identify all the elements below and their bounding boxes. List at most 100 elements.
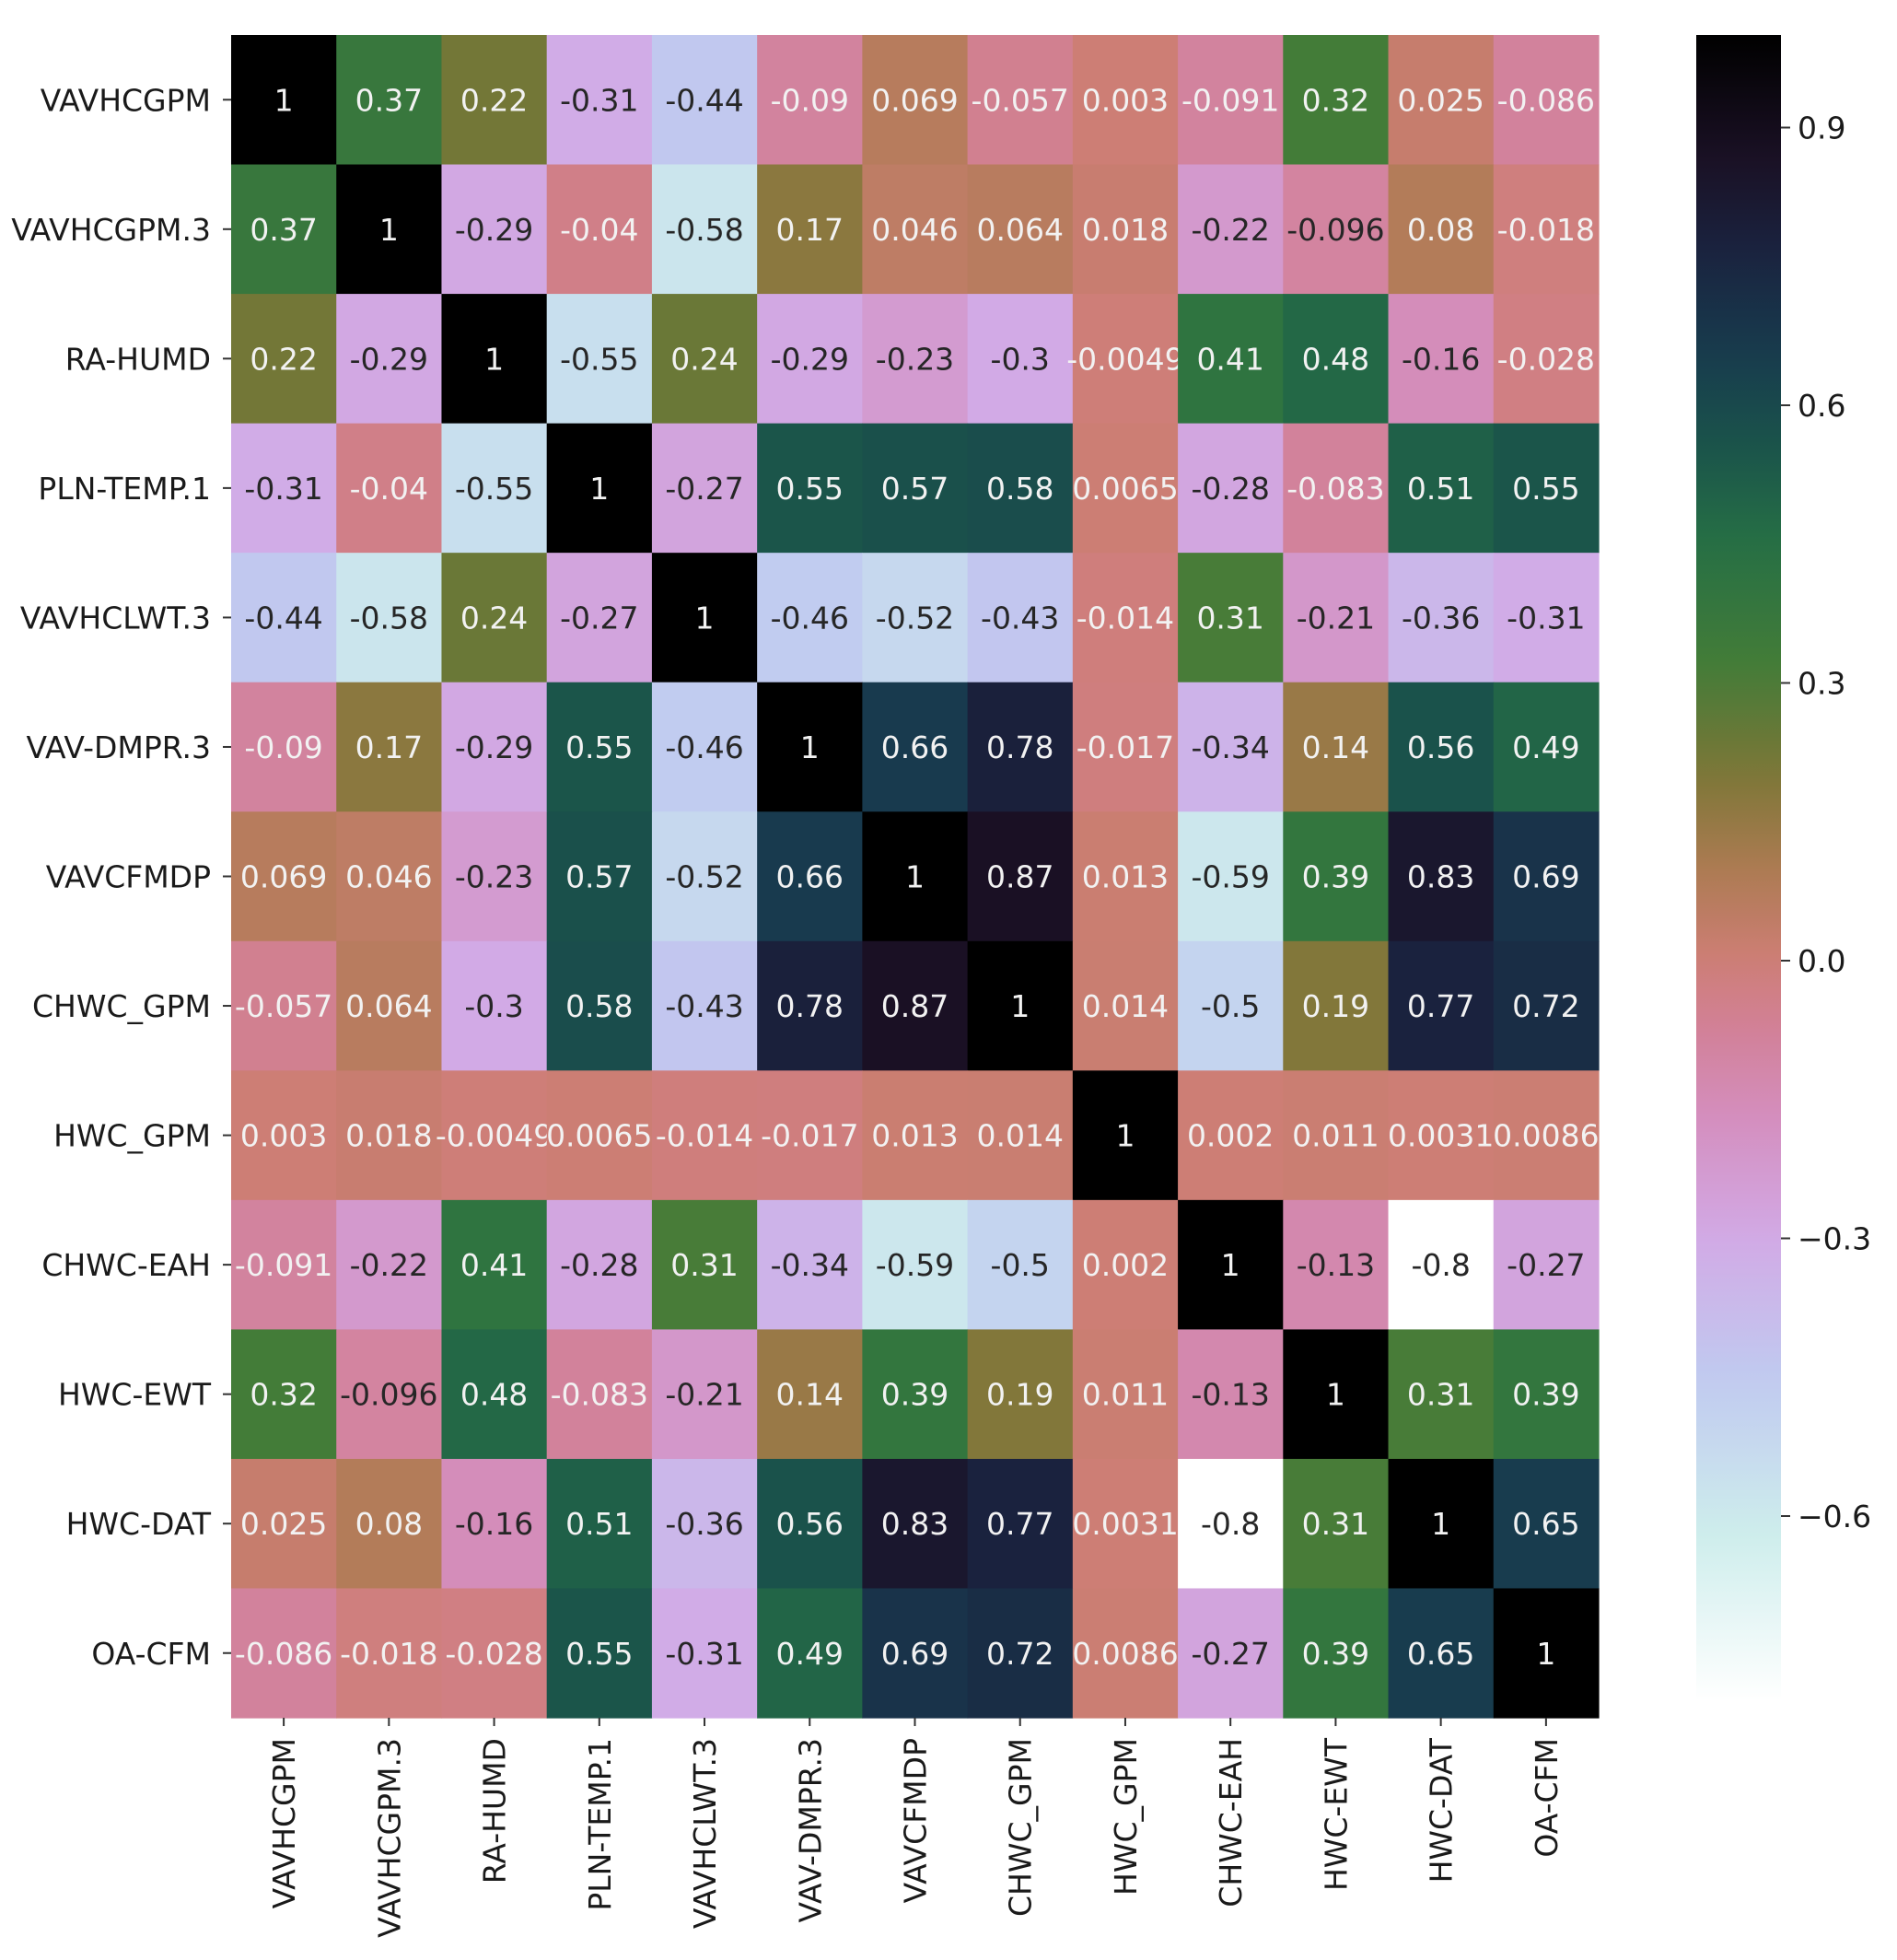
cell-value-label: 0.78 xyxy=(986,729,1053,765)
cell-value-label: -0.13 xyxy=(1191,1377,1269,1413)
heatmap-cell xyxy=(231,294,337,425)
cell-value-label: 0.65 xyxy=(1407,1636,1474,1672)
heatmap-cell xyxy=(757,940,863,1071)
heatmap-cell xyxy=(1388,940,1495,1071)
cell-value-label: -0.04 xyxy=(350,471,428,507)
cell-value-label: -0.09 xyxy=(771,82,849,118)
cell-value-label: -0.091 xyxy=(235,1247,332,1283)
cell-value-label: 0.069 xyxy=(240,859,327,895)
heatmap-cell xyxy=(862,553,969,683)
cell-value-label: 1 xyxy=(800,729,820,765)
heatmap-cell xyxy=(862,35,969,166)
heatmap-cell xyxy=(1072,811,1179,942)
cell-value-label: -0.22 xyxy=(350,1247,428,1283)
heatmap-cell xyxy=(1493,1070,1600,1201)
heatmap-cell xyxy=(546,1458,653,1590)
cell-value-label: -0.3 xyxy=(464,988,523,1024)
y-axis-label: HWC_GPM xyxy=(53,1118,211,1154)
heatmap-cell xyxy=(967,164,1074,295)
cell-value-label: -0.028 xyxy=(445,1636,542,1672)
heatmap-cell xyxy=(862,1458,969,1590)
cell-value-label: 0.39 xyxy=(1302,859,1369,895)
heatmap-cell xyxy=(1283,1588,1390,1719)
heatmap-cell xyxy=(336,940,443,1071)
cell-value-label: 0.025 xyxy=(240,1506,327,1542)
y-axis-label: PLN-TEMP.1 xyxy=(38,471,211,507)
y-axis-label: CHWC-EAH xyxy=(41,1247,211,1283)
cell-value-label: 0.011 xyxy=(1082,1377,1169,1413)
heatmap-cell xyxy=(1493,811,1600,942)
cell-value-label: -0.096 xyxy=(340,1377,437,1413)
cell-value-label: -0.36 xyxy=(665,1506,743,1542)
cell-value-label: 0.17 xyxy=(355,729,423,765)
heatmap-cell xyxy=(862,1070,969,1201)
cell-value-label: 0.72 xyxy=(1512,988,1579,1024)
heatmap-cell xyxy=(651,1458,758,1590)
cell-value-label: 0.17 xyxy=(776,212,844,248)
x-axis-label: HWC-EWT xyxy=(1318,1737,1354,1891)
heatmap-cell xyxy=(1178,553,1284,683)
cell-value-label: 0.0086 xyxy=(1493,1118,1599,1154)
x-axis-label: PLN-TEMP.1 xyxy=(582,1738,618,1911)
cell-value-label: -0.0049 xyxy=(1066,341,1183,377)
cell-value-label: -0.31 xyxy=(244,471,322,507)
colorbar-tick-label: 0.0 xyxy=(1798,943,1845,979)
heatmap-cell xyxy=(1072,1070,1179,1201)
cell-value-label: -0.13 xyxy=(1297,1247,1375,1283)
heatmap-cell xyxy=(1072,1329,1179,1460)
cell-value-label: 0.48 xyxy=(460,1377,528,1413)
heatmap-cell xyxy=(967,940,1074,1071)
heatmap-cell xyxy=(336,423,443,554)
cell-value-label: -0.014 xyxy=(656,1118,753,1154)
heatmap-cell xyxy=(1178,35,1284,166)
cell-value-label: 1 xyxy=(695,600,715,636)
cell-value-label: -0.43 xyxy=(665,988,743,1024)
heatmap-cell xyxy=(336,682,443,812)
heatmap-cell xyxy=(757,164,863,295)
cell-value-label: -0.44 xyxy=(665,82,743,118)
heatmap-cell xyxy=(757,1588,863,1719)
cell-value-label: -0.27 xyxy=(1191,1636,1269,1672)
heatmap-cell xyxy=(862,940,969,1071)
heatmap-cell xyxy=(441,164,548,295)
heatmap-cell xyxy=(862,1199,969,1330)
cell-value-label: -0.086 xyxy=(235,1636,332,1672)
colorbar-tick-label: −0.6 xyxy=(1798,1499,1871,1534)
heatmap-cell xyxy=(862,423,969,554)
heatmap-cell xyxy=(757,1070,863,1201)
cell-value-label: -0.018 xyxy=(340,1636,437,1672)
cell-value-label: -0.083 xyxy=(551,1377,648,1413)
x-axis-label: VAVHCLWT.3 xyxy=(687,1738,723,1929)
cell-value-label: -0.096 xyxy=(1286,212,1384,248)
cell-value-label: 0.025 xyxy=(1397,82,1484,118)
heatmap-cell xyxy=(1388,294,1495,425)
heatmap-cell xyxy=(1283,553,1390,683)
cell-value-label: 0.14 xyxy=(776,1377,844,1413)
heatmap-cell xyxy=(1178,1458,1284,1590)
cell-value-label: 0.046 xyxy=(345,859,432,895)
cell-value-label: -0.017 xyxy=(1077,729,1174,765)
x-axis-label: RA-HUMD xyxy=(477,1738,513,1884)
cell-value-label: 1 xyxy=(1115,1118,1135,1154)
heatmap-cell xyxy=(1072,35,1179,166)
cell-value-label: 1 xyxy=(1221,1247,1240,1283)
x-axis-label: CHWC-EAH xyxy=(1213,1738,1249,1908)
cell-value-label: 1 xyxy=(905,859,925,895)
y-axis-label: HWC-EWT xyxy=(58,1377,212,1413)
cell-value-label: 0.31 xyxy=(670,1247,738,1283)
cell-value-label: 0.003 xyxy=(1082,82,1169,118)
cell-value-label: 0.064 xyxy=(976,212,1063,248)
heatmap-cell xyxy=(231,1458,337,1590)
heatmap-cell xyxy=(651,940,758,1071)
y-axis-label: RA-HUMD xyxy=(65,341,211,377)
cell-value-label: 0.018 xyxy=(345,1118,432,1154)
cell-value-label: 0.013 xyxy=(871,1118,958,1154)
cell-value-label: -0.55 xyxy=(560,341,638,377)
heatmap-cell xyxy=(441,423,548,554)
cell-value-label: 0.37 xyxy=(250,212,317,248)
heatmap-cell xyxy=(231,1329,337,1460)
heatmap-cell xyxy=(757,1199,863,1330)
heatmap-cell xyxy=(1178,1070,1284,1201)
heatmap-cell xyxy=(757,682,863,812)
heatmap-cell xyxy=(651,682,758,812)
